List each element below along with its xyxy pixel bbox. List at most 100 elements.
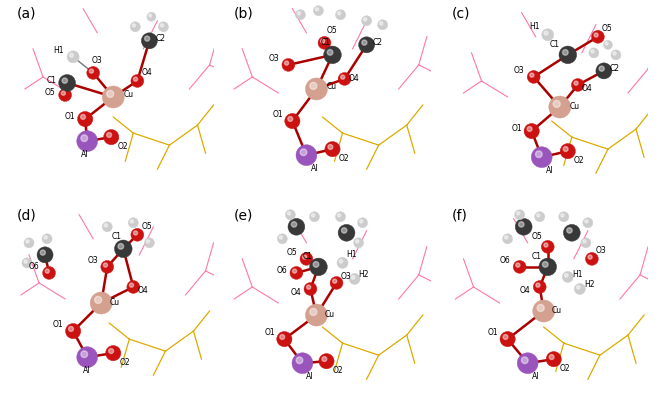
- Text: (a): (a): [17, 7, 36, 21]
- Text: O5: O5: [286, 248, 297, 257]
- Circle shape: [161, 24, 164, 27]
- Text: O3: O3: [91, 56, 102, 65]
- Circle shape: [504, 236, 508, 239]
- Circle shape: [59, 74, 75, 91]
- Circle shape: [296, 357, 303, 364]
- Circle shape: [284, 61, 289, 65]
- Circle shape: [588, 255, 592, 259]
- Text: C1: C1: [47, 76, 57, 85]
- Circle shape: [95, 297, 102, 303]
- Circle shape: [535, 151, 542, 158]
- Circle shape: [599, 66, 604, 71]
- Text: (f): (f): [451, 209, 467, 223]
- Circle shape: [305, 304, 327, 326]
- Circle shape: [313, 262, 319, 267]
- Text: Cu: Cu: [109, 298, 120, 307]
- Text: O1: O1: [272, 110, 283, 119]
- Text: C2: C2: [373, 38, 383, 47]
- Circle shape: [90, 292, 112, 314]
- Circle shape: [544, 31, 548, 35]
- Circle shape: [102, 222, 112, 232]
- Circle shape: [583, 218, 593, 228]
- Text: H1: H1: [53, 46, 63, 55]
- Circle shape: [613, 52, 616, 55]
- Text: O1: O1: [488, 328, 498, 337]
- Circle shape: [89, 69, 93, 73]
- Circle shape: [603, 40, 613, 49]
- Text: O2: O2: [332, 366, 343, 375]
- Circle shape: [147, 12, 156, 21]
- Text: C1: C1: [550, 40, 560, 49]
- Circle shape: [322, 357, 327, 362]
- Circle shape: [364, 18, 367, 21]
- Circle shape: [304, 282, 317, 295]
- Circle shape: [340, 75, 345, 79]
- Text: O5: O5: [141, 222, 152, 231]
- Circle shape: [145, 36, 149, 41]
- Circle shape: [282, 59, 295, 72]
- Circle shape: [539, 258, 557, 276]
- Circle shape: [513, 261, 526, 274]
- Text: O4: O4: [141, 68, 152, 77]
- Circle shape: [338, 224, 355, 241]
- Circle shape: [591, 50, 594, 53]
- Circle shape: [24, 238, 34, 248]
- Text: O4: O4: [520, 286, 530, 295]
- Circle shape: [149, 14, 151, 17]
- Circle shape: [559, 46, 576, 64]
- Text: C1: C1: [111, 232, 121, 241]
- Circle shape: [309, 258, 327, 276]
- Circle shape: [81, 114, 85, 119]
- Circle shape: [564, 274, 568, 277]
- Circle shape: [22, 258, 32, 268]
- Text: O3: O3: [596, 246, 607, 255]
- Circle shape: [286, 210, 295, 220]
- Circle shape: [530, 73, 534, 77]
- Text: Al: Al: [83, 366, 91, 375]
- Text: Cu: Cu: [124, 90, 134, 99]
- Circle shape: [128, 218, 138, 228]
- Circle shape: [327, 50, 333, 55]
- Circle shape: [515, 210, 525, 220]
- Text: H1: H1: [529, 22, 540, 31]
- Text: (d): (d): [17, 209, 37, 223]
- Circle shape: [146, 240, 149, 243]
- Circle shape: [549, 355, 554, 360]
- Circle shape: [351, 276, 355, 279]
- Circle shape: [102, 86, 124, 108]
- Circle shape: [549, 96, 571, 118]
- Circle shape: [288, 116, 293, 121]
- Circle shape: [503, 335, 508, 339]
- Circle shape: [339, 259, 343, 263]
- Circle shape: [77, 112, 93, 127]
- Circle shape: [307, 285, 311, 289]
- Circle shape: [544, 243, 548, 247]
- Circle shape: [134, 231, 137, 235]
- Text: O3: O3: [268, 54, 279, 63]
- Circle shape: [605, 42, 608, 45]
- Circle shape: [537, 304, 544, 311]
- Circle shape: [546, 351, 561, 367]
- Text: (b): (b): [234, 7, 254, 21]
- Circle shape: [566, 228, 572, 233]
- Circle shape: [310, 82, 317, 89]
- Text: C2: C2: [155, 34, 165, 43]
- Circle shape: [336, 10, 346, 20]
- Text: O5: O5: [45, 88, 56, 97]
- Text: H1: H1: [572, 270, 582, 279]
- Circle shape: [300, 149, 307, 156]
- Circle shape: [278, 234, 288, 244]
- Circle shape: [144, 238, 155, 248]
- Text: H2: H2: [584, 280, 594, 289]
- Circle shape: [293, 269, 297, 273]
- Circle shape: [114, 240, 132, 258]
- Circle shape: [277, 332, 292, 347]
- Text: O5: O5: [531, 232, 543, 241]
- Circle shape: [560, 143, 576, 159]
- Circle shape: [300, 252, 313, 265]
- Circle shape: [159, 22, 169, 32]
- Circle shape: [356, 240, 359, 243]
- Text: (e): (e): [234, 209, 254, 223]
- Circle shape: [303, 255, 307, 259]
- Circle shape: [377, 20, 387, 30]
